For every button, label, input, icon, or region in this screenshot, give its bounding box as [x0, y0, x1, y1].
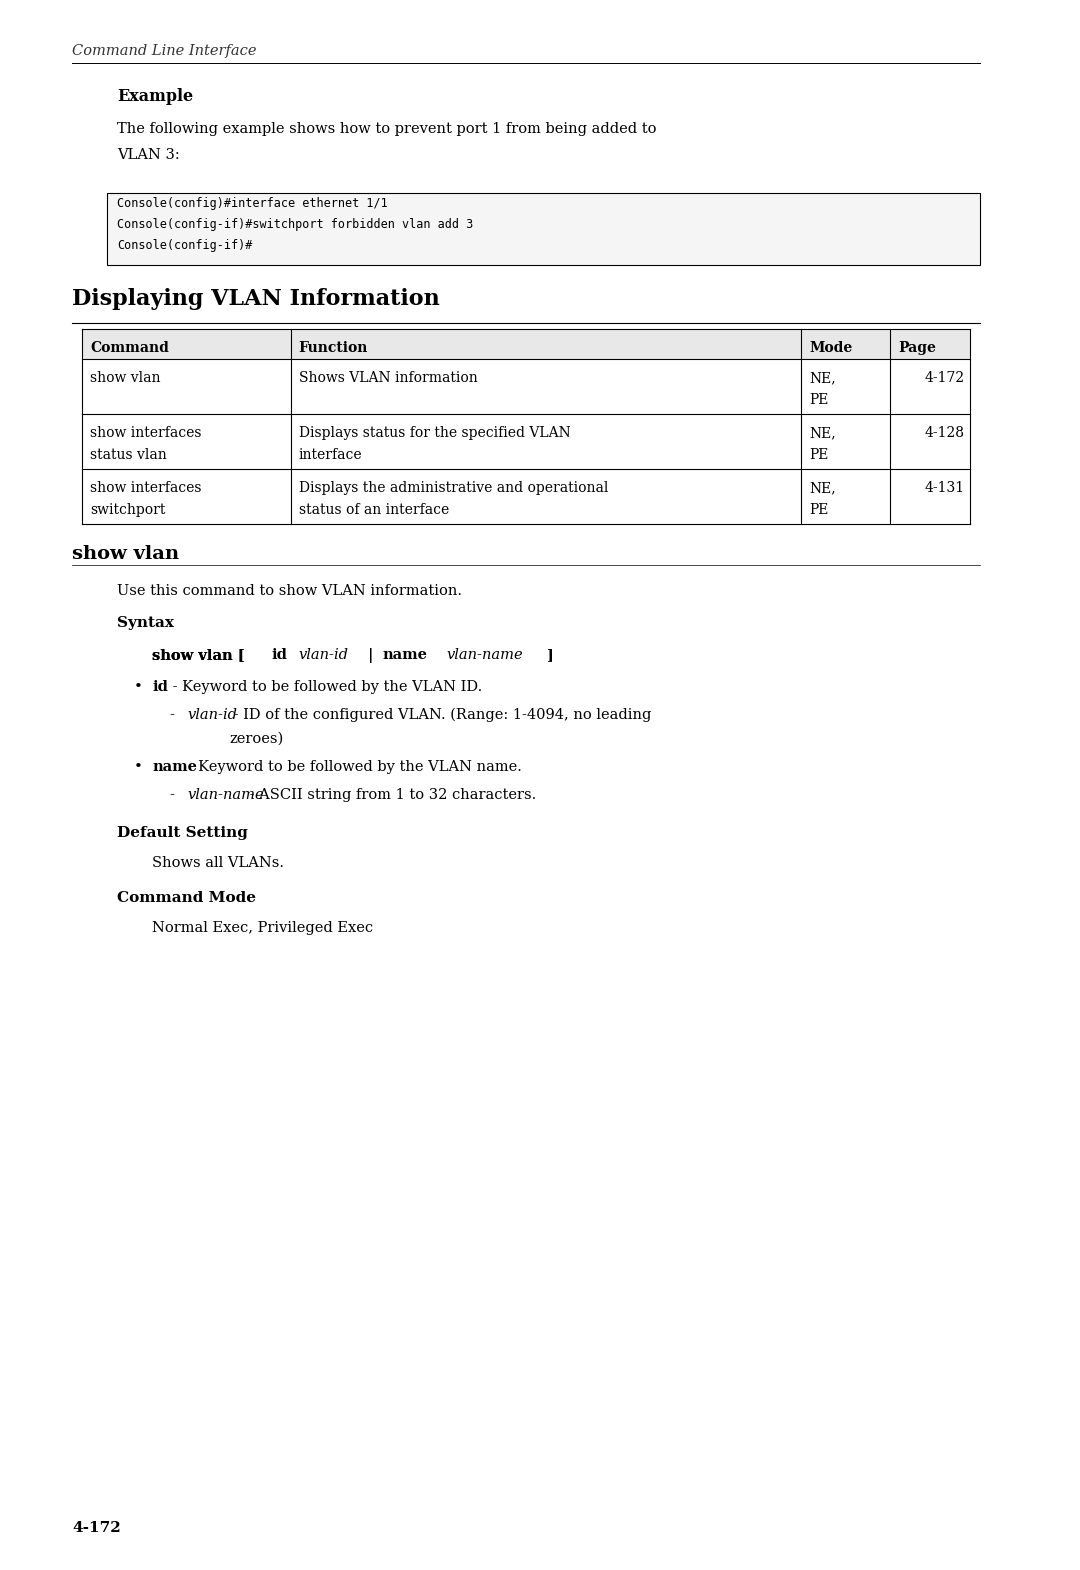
Text: zeroes): zeroes) — [229, 732, 283, 746]
Text: Shows VLAN information: Shows VLAN information — [299, 371, 477, 385]
Text: Console(config-if)#switchport forbidden vlan add 3: Console(config-if)#switchport forbidden … — [117, 218, 473, 231]
Text: Displaying VLAN Information: Displaying VLAN Information — [72, 287, 440, 309]
Text: id: id — [272, 648, 287, 663]
Text: NE,: NE, — [809, 371, 836, 385]
Text: Example: Example — [117, 88, 193, 105]
Text: Displays the administrative and operational: Displays the administrative and operatio… — [299, 480, 608, 495]
Text: ]: ] — [545, 648, 553, 663]
Text: show vlan: show vlan — [72, 545, 179, 564]
Text: |: | — [363, 648, 378, 663]
Text: show vlan: show vlan — [90, 371, 161, 385]
Bar — [82, 330, 970, 360]
Text: Command Mode: Command Mode — [117, 892, 256, 904]
Text: NE,: NE, — [809, 425, 836, 440]
Text: show interfaces: show interfaces — [90, 425, 202, 440]
Text: -: - — [168, 788, 174, 802]
Text: PE: PE — [809, 502, 828, 517]
Text: Default Setting: Default Setting — [117, 826, 248, 840]
Text: VLAN 3:: VLAN 3: — [117, 148, 179, 162]
Text: Mode: Mode — [809, 341, 852, 355]
Text: NE,: NE, — [809, 480, 836, 495]
Text: status of an interface: status of an interface — [299, 502, 449, 517]
Text: Console(config)#interface ethernet 1/1: Console(config)#interface ethernet 1/1 — [117, 196, 388, 210]
Text: PE: PE — [809, 392, 828, 407]
Text: - ASCII string from 1 to 32 characters.: - ASCII string from 1 to 32 characters. — [245, 788, 537, 802]
Text: id: id — [152, 680, 167, 694]
Text: 4-172: 4-172 — [72, 1521, 121, 1535]
Text: 4-172: 4-172 — [924, 371, 966, 385]
FancyBboxPatch shape — [107, 193, 980, 265]
Text: Syntax: Syntax — [117, 615, 174, 630]
Text: name: name — [382, 648, 428, 663]
Text: Shows all VLANs.: Shows all VLANs. — [152, 856, 284, 870]
Text: status vlan: status vlan — [90, 447, 166, 462]
Text: •: • — [134, 760, 143, 774]
Text: Console(config-if)#: Console(config-if)# — [117, 239, 253, 253]
Text: - Keyword to be followed by the VLAN name.: - Keyword to be followed by the VLAN nam… — [184, 760, 522, 774]
Text: show interfaces: show interfaces — [90, 480, 202, 495]
Text: vlan-id: vlan-id — [298, 648, 348, 663]
Bar — [82, 414, 970, 469]
Text: 4-128: 4-128 — [924, 425, 966, 440]
Text: Displays status for the specified VLAN: Displays status for the specified VLAN — [299, 425, 570, 440]
Text: Command: Command — [90, 341, 168, 355]
Text: name: name — [152, 760, 197, 774]
Text: Page: Page — [899, 341, 936, 355]
Text: show vlan [: show vlan [ — [152, 648, 245, 663]
Text: 4-131: 4-131 — [924, 480, 966, 495]
Text: interface: interface — [299, 447, 362, 462]
Text: vlan-id: vlan-id — [187, 708, 237, 722]
Text: - ID of the configured VLAN. (Range: 1-4094, no leading: - ID of the configured VLAN. (Range: 1-4… — [229, 708, 651, 722]
Text: switchport: switchport — [90, 502, 165, 517]
Text: vlan-name: vlan-name — [187, 788, 264, 802]
Text: Command Line Interface: Command Line Interface — [72, 44, 257, 58]
Bar — [82, 360, 970, 414]
Text: •: • — [134, 680, 143, 694]
Text: The following example shows how to prevent port 1 from being added to: The following example shows how to preve… — [117, 122, 657, 137]
Text: show vlan [: show vlan [ — [152, 648, 245, 663]
Text: vlan-name: vlan-name — [447, 648, 524, 663]
Text: PE: PE — [809, 447, 828, 462]
Text: -: - — [168, 708, 174, 722]
Text: - Keyword to be followed by the VLAN ID.: - Keyword to be followed by the VLAN ID. — [167, 680, 482, 694]
Text: Normal Exec, Privileged Exec: Normal Exec, Privileged Exec — [152, 922, 373, 936]
Text: Function: Function — [299, 341, 368, 355]
Bar — [82, 469, 970, 524]
Text: Use this command to show VLAN information.: Use this command to show VLAN informatio… — [117, 584, 462, 598]
